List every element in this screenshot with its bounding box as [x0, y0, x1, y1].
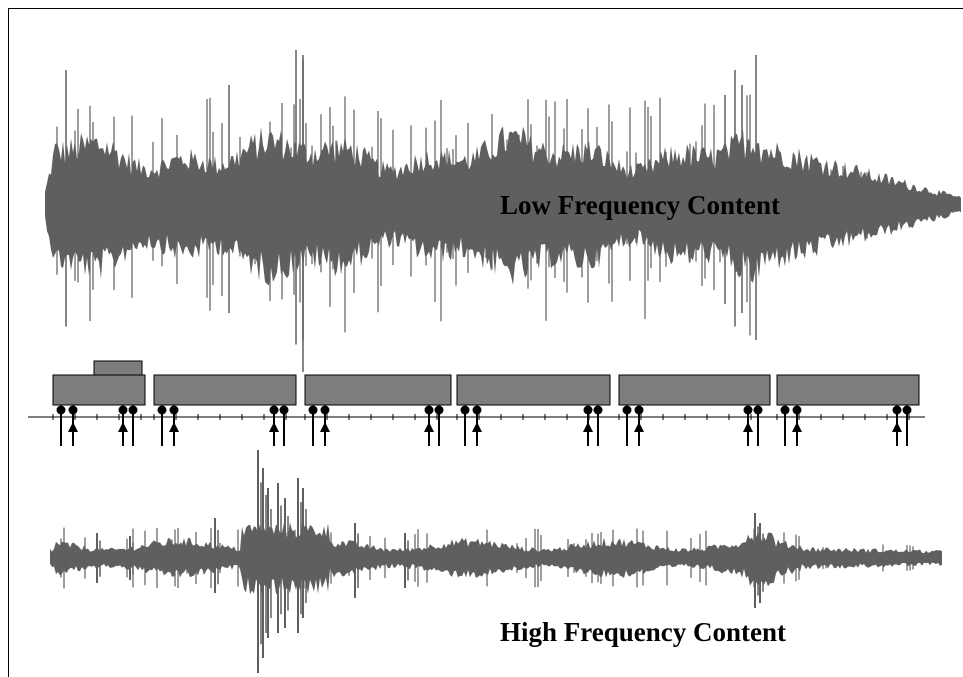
low-frequency-waveform — [45, 50, 961, 372]
train-car — [304, 374, 452, 406]
sensor-arrow-icon — [472, 422, 482, 432]
high-frequency-waveform — [50, 450, 942, 673]
low-frequency-label: Low Frequency Content — [500, 190, 780, 220]
high-frequency-label: High Frequency Content — [500, 617, 787, 647]
train-car — [618, 374, 771, 406]
sensor-arrow-icon — [320, 422, 330, 432]
train-car — [153, 374, 297, 406]
sensor-arrow-icon — [743, 422, 753, 432]
sensor-arrow-icon — [269, 422, 279, 432]
train-car — [456, 374, 611, 406]
sensor-arrow-icon — [68, 422, 78, 432]
train-car — [52, 374, 146, 406]
sensor-arrow-icon — [118, 422, 128, 432]
high-wave-body — [50, 522, 942, 595]
locomotive-cab — [93, 360, 143, 376]
sensor-arrow-icon — [792, 422, 802, 432]
train-illustration — [28, 360, 925, 446]
sensor-arrow-icon — [169, 422, 179, 432]
low-wave-body — [45, 126, 961, 286]
sensor-arrow-icon — [892, 422, 902, 432]
sensor-arrow-icon — [424, 422, 434, 432]
sensor-arrow-icon — [634, 422, 644, 432]
train-car — [776, 374, 920, 406]
sensor-arrow-icon — [583, 422, 593, 432]
